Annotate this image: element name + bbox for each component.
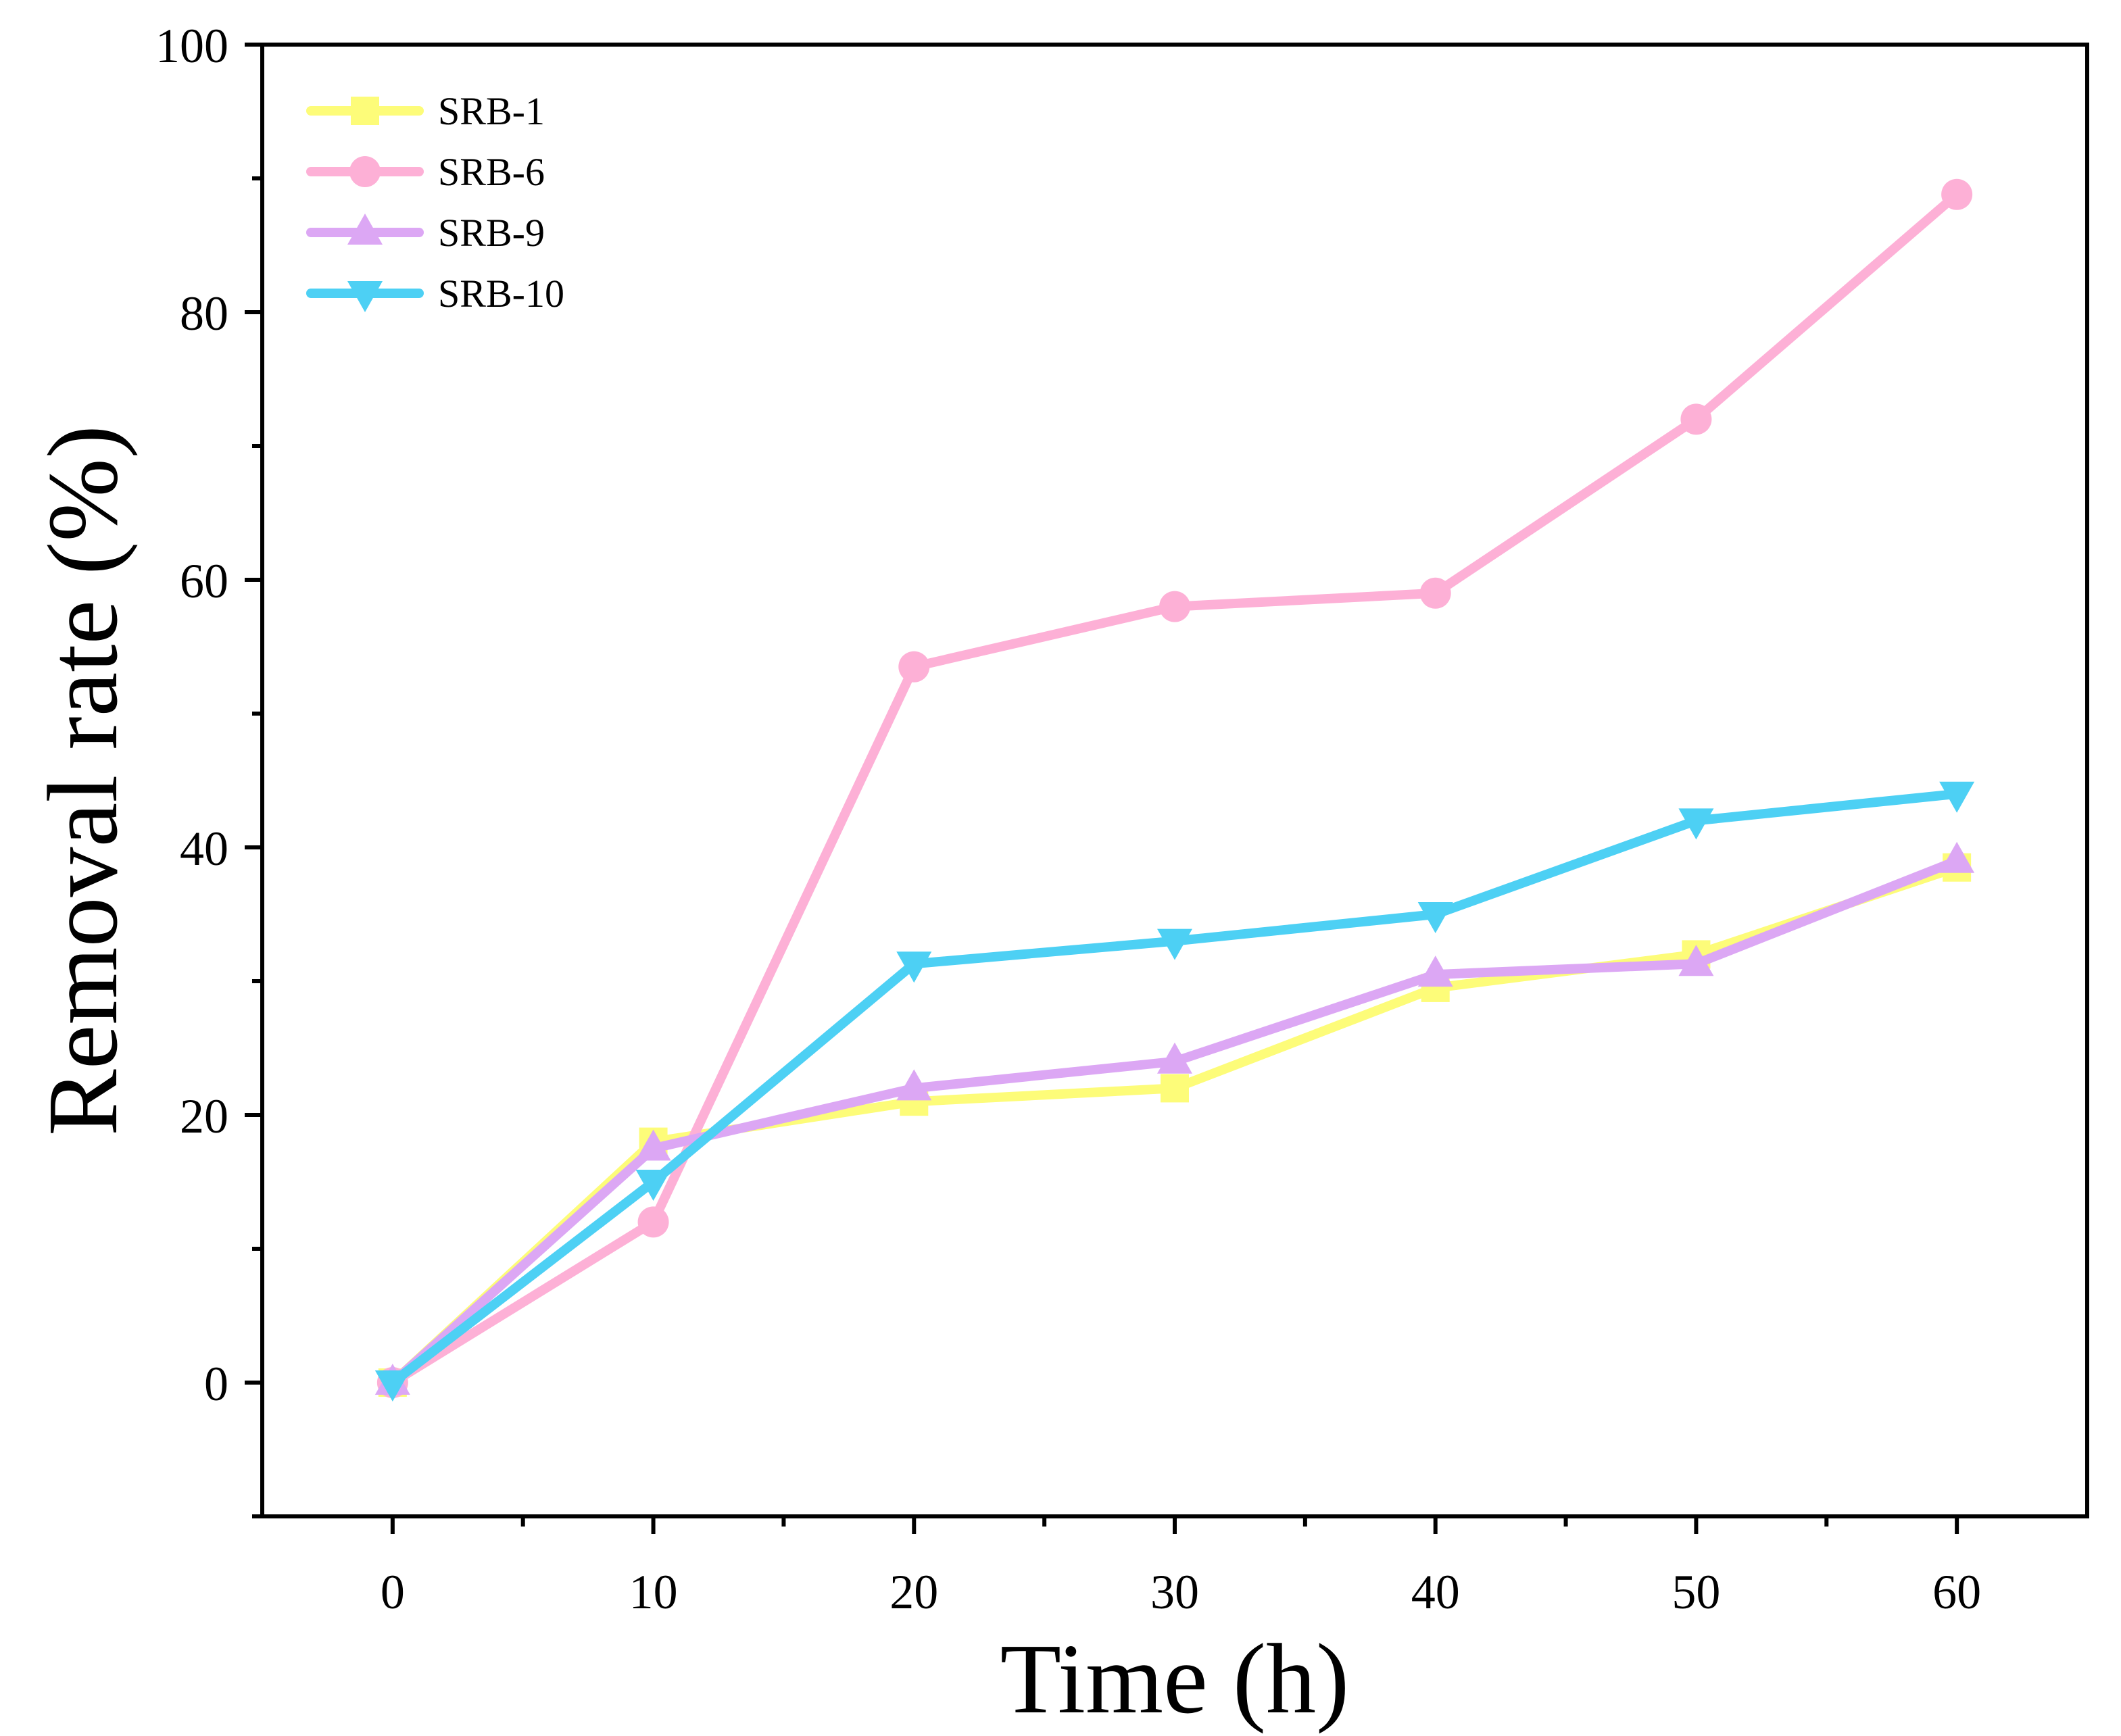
legend-marker-srb-6 xyxy=(349,156,381,187)
legend: SRB-1 SRB-6 SRB-9 SRB-10 xyxy=(306,89,564,316)
legend-label-srb-6: SRB-6 xyxy=(438,150,545,194)
x-tick-label-20: 20 xyxy=(889,1565,938,1619)
x-tick-label-10: 10 xyxy=(629,1565,678,1619)
y-axis-title: Removal rate (%) xyxy=(28,425,139,1136)
legend-item-srb-9: SRB-9 xyxy=(306,211,545,255)
data-point-srb-10-50 xyxy=(1678,808,1714,840)
data-point-srb-6-10 xyxy=(637,1206,669,1238)
data-point-srb-6-60 xyxy=(1941,178,1973,210)
data-point-srb-1-30 xyxy=(1161,1074,1189,1103)
y-tick-label-80: 80 xyxy=(180,287,228,341)
legend-marker-srb-10 xyxy=(347,281,383,312)
series-srb-10 xyxy=(374,781,1975,1402)
x-tick-label-40: 40 xyxy=(1411,1565,1460,1619)
legend-label-srb-10: SRB-10 xyxy=(438,272,564,316)
x-tick-label-30: 30 xyxy=(1150,1565,1199,1619)
x-axis-title: Time (h) xyxy=(1000,1624,1350,1735)
data-point-srb-9-40 xyxy=(1417,956,1453,987)
series-srb-9 xyxy=(374,841,1975,1395)
data-point-srb-6-50 xyxy=(1680,403,1712,435)
data-point-srb-9-10 xyxy=(635,1129,671,1161)
data-point-srb-10-20 xyxy=(896,951,932,983)
y-tick-label-40: 40 xyxy=(180,822,228,876)
legend-item-srb-10: SRB-10 xyxy=(306,272,564,316)
data-point-srb-10-60 xyxy=(1939,781,1975,813)
y-tick-label-0: 0 xyxy=(204,1357,228,1411)
data-point-srb-9-60 xyxy=(1939,841,1975,873)
data-point-srb-10-10 xyxy=(635,1170,671,1201)
y-tick-label-60: 60 xyxy=(180,554,228,608)
data-point-srb-6-20 xyxy=(898,651,930,683)
legend-label-srb-1: SRB-1 xyxy=(438,89,545,133)
data-point-srb-9-20 xyxy=(896,1069,932,1101)
legend-item-srb-1: SRB-1 xyxy=(306,89,545,133)
data-point-srb-9-30 xyxy=(1157,1042,1192,1074)
legend-marker-srb-9 xyxy=(347,214,383,245)
data-point-srb-10-30 xyxy=(1157,928,1192,960)
y-tick-label-20: 20 xyxy=(180,1089,228,1143)
axes-layer: 0 10 20 30 40 50 60 0 20 40 60 80 100 xyxy=(155,19,2089,1619)
x-tick-label-0: 0 xyxy=(381,1565,405,1619)
legend-marker-srb-1 xyxy=(351,97,379,125)
series-layer xyxy=(374,178,1975,1402)
data-point-srb-9-50 xyxy=(1678,945,1714,976)
legend-label-srb-9: SRB-9 xyxy=(438,211,545,255)
data-point-srb-6-30 xyxy=(1159,591,1190,622)
x-tick-label-50: 50 xyxy=(1672,1565,1720,1619)
legend-item-srb-6: SRB-6 xyxy=(306,150,545,194)
data-point-srb-10-40 xyxy=(1417,902,1453,933)
y-tick-label-100: 100 xyxy=(155,19,228,73)
data-point-srb-6-40 xyxy=(1419,577,1451,609)
x-tick-label-60: 60 xyxy=(1932,1565,1981,1619)
data-point-srb-10-0 xyxy=(374,1370,410,1402)
